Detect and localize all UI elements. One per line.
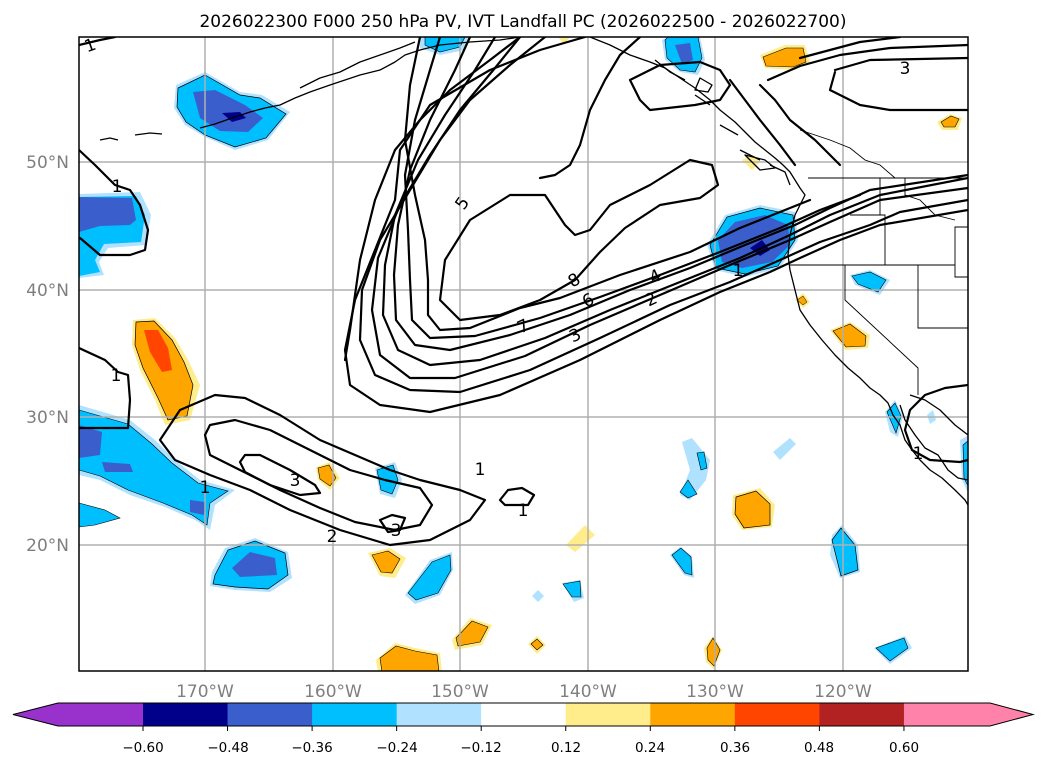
contour-label: 1	[200, 478, 211, 498]
contour-label: 1	[518, 501, 529, 521]
colorbar-tick-label: 0.48	[804, 740, 834, 756]
shade-positive-east-55n	[940, 115, 960, 128]
contour-3-main	[370, 37, 968, 380]
contour-1-small	[498, 486, 536, 507]
shade-negative-20n	[210, 538, 292, 592]
lon-tick-label: 140°W	[559, 682, 617, 702]
colorbar-tick-label: 0.60	[889, 740, 919, 756]
chart-title: 2026022300 F000 250 hPa PV, IVT Landfall…	[199, 12, 846, 32]
contour-1-baja	[903, 383, 968, 464]
colorbar-tick-labels: −0.60 −0.48 −0.36 −0.24 −0.12 0.12 0.24 …	[122, 740, 919, 756]
shade-negative-19n	[671, 547, 693, 576]
shade-negative-28n-east	[773, 438, 796, 460]
contour-2-northeast	[728, 78, 842, 167]
shade-positive-18n	[371, 550, 401, 574]
map-frame	[78, 36, 969, 672]
ivt-contours	[79, 37, 968, 547]
contour-1-west-lobe	[343, 37, 522, 362]
contour-label: 1	[82, 35, 99, 57]
contour-label: 3	[900, 59, 911, 79]
lat-tick-label: 20°N	[26, 536, 69, 556]
colorbar-tick-label: −0.24	[376, 740, 417, 756]
colorbar-bin	[143, 703, 229, 726]
lat-tick-label: 40°N	[26, 281, 69, 301]
shade-negative-small-b	[562, 580, 582, 598]
colorbar-tick-label: 0.12	[551, 740, 581, 756]
contour-label: 2	[327, 527, 338, 547]
colorbar-tick-label: −0.12	[460, 740, 501, 756]
lon-tick-label: 130°W	[686, 682, 744, 702]
colorbar-bin	[650, 703, 736, 726]
contour-1-west-33n	[79, 346, 132, 430]
colorbar-segments	[12, 702, 1035, 727]
contour-3-subtropical	[238, 453, 322, 497]
colorbar-bin	[227, 703, 313, 726]
contour-1-subtropical	[158, 393, 487, 547]
graticule	[79, 37, 968, 671]
shade-positive-11n	[379, 645, 440, 671]
lon-tick-label: 150°W	[431, 682, 489, 702]
shade-positive-33n	[132, 318, 200, 425]
shade-positive-13n	[455, 620, 489, 647]
contour-label: 1	[112, 177, 123, 197]
lat-tick-label: 50°N	[26, 153, 69, 173]
colorbar-extend-under	[13, 703, 143, 726]
shade-positive-60n	[762, 47, 807, 68]
colorbar-bin	[734, 703, 820, 726]
shade-negative-17n	[407, 554, 452, 601]
colorbar-ticks	[142, 726, 905, 731]
contour-3-subtropical-small	[378, 513, 407, 534]
shade-west-negative-47n	[79, 192, 151, 278]
colorbar-tick-label: 0.24	[635, 740, 665, 756]
contour-label: 1	[913, 444, 924, 464]
colorbar-outline	[12, 702, 1035, 727]
colorbar-extend-over	[903, 703, 1033, 726]
contour-1-west-48n	[79, 148, 150, 257]
contour-label: 1	[111, 366, 122, 386]
colorbar: −0.60 −0.48 −0.36 −0.24 −0.12 0.12 0.24 …	[12, 702, 1035, 756]
colorbar-bin	[819, 703, 905, 726]
lon-tick-label: 160°W	[304, 682, 362, 702]
shade-positive-12n	[706, 637, 721, 667]
contour-4-main	[381, 37, 968, 367]
colorbar-bin	[481, 703, 567, 726]
longitude-labels: 170°W 160°W 150°W 140°W 130°W 120°W	[176, 682, 872, 702]
contour-1-northwest	[79, 37, 117, 47]
contour-6-main	[403, 37, 862, 340]
shade-negative-nevada	[851, 271, 887, 293]
shade-negative-mexico	[962, 440, 968, 487]
contour-label: 3	[391, 521, 402, 541]
lon-tick-label: 120°W	[814, 682, 872, 702]
contour-3-northeast	[766, 43, 968, 82]
colorbar-tick-label: 0.36	[720, 740, 750, 756]
shade-west-negative-28n	[79, 405, 235, 530]
colorbar-tick-label: −0.60	[122, 740, 163, 756]
contour-label: 1	[475, 460, 486, 480]
shade-negative-19n-east	[831, 527, 859, 577]
colorbar-bin	[565, 703, 651, 726]
contour-closed-gulf	[628, 60, 732, 112]
colorbar-tick-label: −0.48	[207, 740, 248, 756]
latitude-labels: 50°N 40°N 30°N 20°N	[26, 153, 69, 556]
map-panel: 1 1 1 1 1 1 3 2 3 1 5 8 7 6 4 3 2 1 3	[78, 35, 969, 672]
contour-7-main	[403, 37, 812, 332]
colorbar-bin	[396, 703, 482, 726]
shade-positive-22n	[734, 490, 771, 529]
shade-positive-top	[558, 37, 570, 44]
contour-5-main	[392, 37, 968, 352]
lon-tick-label: 170°W	[176, 682, 234, 702]
shade-negative-small-a	[532, 590, 544, 602]
colorbar-tick-label: −0.36	[291, 740, 332, 756]
contour-1-north	[538, 37, 642, 180]
contour-label: 3	[290, 471, 301, 491]
shade-positive-small-a	[530, 638, 544, 651]
shade-negative-13n	[875, 637, 909, 662]
shade-positive-california	[832, 323, 867, 348]
contour-label: 1	[733, 261, 744, 281]
colorbar-bin	[312, 703, 398, 726]
contour-8-main	[438, 158, 720, 322]
lat-tick-label: 30°N	[26, 408, 69, 428]
contour-3-closed	[828, 56, 968, 112]
